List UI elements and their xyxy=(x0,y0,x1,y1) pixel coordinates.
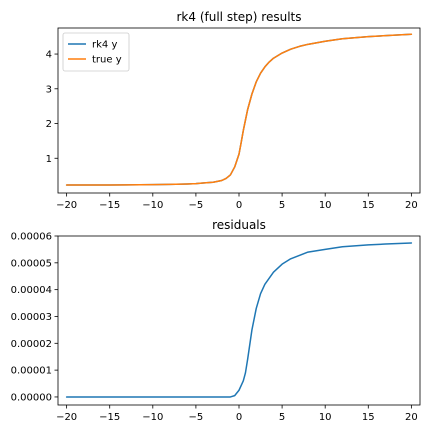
results-x-tick-label: −10 xyxy=(142,200,163,211)
results-y-tick-label: 2 xyxy=(46,119,52,130)
residuals-y-tick-label: 0.00000 xyxy=(11,392,52,403)
results-x-tick-label: 20 xyxy=(405,200,418,211)
results-x-tick-label: 5 xyxy=(279,200,285,211)
results-x-tick-label: −20 xyxy=(56,200,77,211)
residuals-series-line-0 xyxy=(65,242,413,398)
residuals-y-tick-label: 0.00006 xyxy=(11,232,52,243)
results-y-tick-label: 3 xyxy=(46,84,52,95)
residuals-title: residuals xyxy=(212,218,266,232)
residuals-x-tick-label: 20 xyxy=(405,412,418,423)
residuals-x-tick-label: 0 xyxy=(236,412,242,423)
results-x-tick-label: −5 xyxy=(189,200,204,211)
residuals-x-tick-label: 5 xyxy=(279,412,285,423)
residuals-x-tick-label: 15 xyxy=(362,412,375,423)
legend-label: true y xyxy=(92,55,122,66)
results-x-tick-label: 15 xyxy=(362,200,375,211)
results-series-line-true-y xyxy=(65,33,413,186)
results-legend: rk4 y true y xyxy=(62,32,130,72)
residuals-x-tick-label: 10 xyxy=(319,412,332,423)
residuals-plot: residuals −20 −15 −10 −5 0 5 10 15 20 0.00000 0.000… xyxy=(11,218,421,423)
residuals-y-tick-label: 0.00005 xyxy=(11,258,52,269)
legend-label: rk4 y xyxy=(92,40,117,51)
residuals-axes-frame xyxy=(57,235,421,406)
results-x-tick-label: −15 xyxy=(99,200,120,211)
results-x-tick-label: 10 xyxy=(319,200,332,211)
residuals-y-tick-label: 0.00004 xyxy=(11,285,52,296)
residuals-x-tick-label: −20 xyxy=(56,412,77,423)
residuals-x-tick-label: −10 xyxy=(142,412,163,423)
residuals-y-tick-label: 0.00003 xyxy=(11,312,52,323)
results-y-tick-label: 1 xyxy=(46,154,52,165)
residuals-x-tick-label: −15 xyxy=(99,412,120,423)
results-y-tick-label: 4 xyxy=(46,50,52,61)
results-title: rk4 (full step) results xyxy=(177,10,302,24)
results-plot: rk4 (full step) results −20 −15 −10 −5 0 5 10 15… xyxy=(46,10,421,211)
legend-box xyxy=(62,32,130,72)
results-x-tick-label: 0 xyxy=(236,200,242,211)
residuals-x-tick-label: −5 xyxy=(189,412,204,423)
residuals-y-tick-label: 0.00001 xyxy=(11,366,52,377)
residuals-y-tick-label: 0.00002 xyxy=(11,339,52,350)
